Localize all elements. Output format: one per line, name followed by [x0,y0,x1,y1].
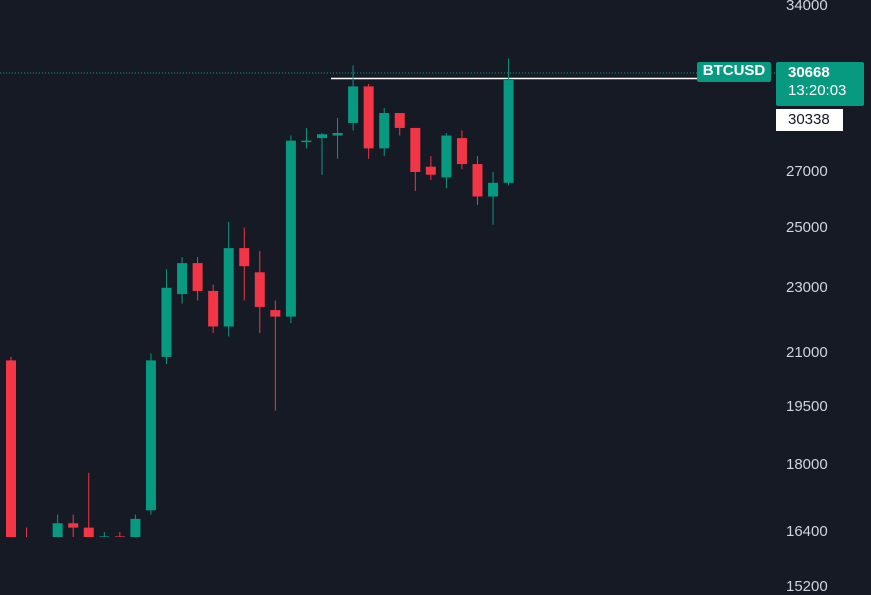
candle-body [223,248,234,327]
y-tick-label: 23000 [786,278,828,296]
candle-body [130,518,141,537]
candle-body [83,527,94,537]
candle-body [379,113,390,149]
y-tick-label: 27000 [786,163,828,181]
candle-body [145,360,156,511]
y-tick-label: 15200 [786,577,828,595]
candle-body [208,290,219,327]
candle-body [254,272,265,307]
symbol-label: BTCUSD [702,62,766,79]
candle-body [394,113,405,128]
candle-body [68,523,79,528]
last-price-tag: 30668 13:20:03 [776,62,864,106]
candle-body [239,248,250,267]
candle-body [456,138,467,165]
candle-body [425,166,436,175]
y-tick-label: 18000 [786,455,828,473]
y-tick-label: 16400 [786,522,828,540]
candle-body [488,182,499,197]
countdown-value: 13:20:03 [788,82,847,99]
candle-body [177,263,188,295]
candle-body [270,310,281,317]
price-chart[interactable] [0,0,871,537]
candle-body [332,132,343,136]
candle-body [301,140,312,143]
candle-body [472,164,483,197]
candle-body [192,263,203,291]
candle-body [363,86,374,149]
symbol-tag: BTCUSD [697,62,771,82]
candle-body [317,134,327,139]
candle-body [441,135,452,178]
candle-body [348,86,359,123]
last-price-value: 30668 [788,64,830,81]
marked-price-tag: 30338 [776,109,843,131]
candle-body [52,523,63,537]
y-tick-label: 25000 [786,218,828,236]
candle-body [285,140,296,317]
candle-body [503,80,514,183]
marked-price-value: 30338 [788,111,830,128]
y-tick-label: 21000 [786,344,828,362]
y-tick-label: 34000 [786,0,828,14]
candle-body [161,287,172,357]
candle-body [410,127,421,173]
candle-body [6,360,16,537]
y-tick-label: 19500 [786,397,828,415]
